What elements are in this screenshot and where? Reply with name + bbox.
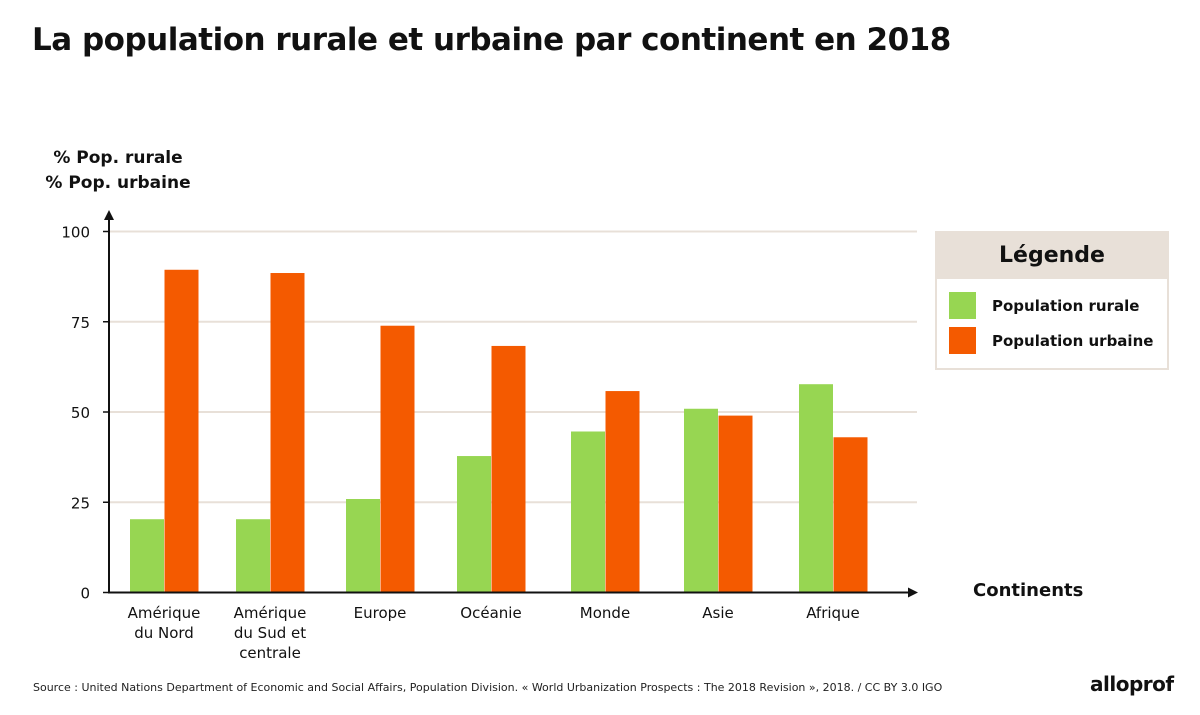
x-tick-label: du Sud et — [234, 624, 306, 642]
bar-rural — [236, 519, 270, 593]
bar-urban — [718, 415, 753, 593]
bar-rural — [130, 519, 164, 593]
y-tick-label: 0 — [80, 585, 90, 603]
bar-rural — [457, 456, 491, 593]
x-tick-label: Amérique — [128, 604, 201, 622]
bar-rural — [346, 499, 380, 593]
bar-urban — [164, 269, 199, 593]
bar-rural — [571, 431, 605, 593]
y-axis-arrow — [104, 210, 114, 220]
bar-rural — [799, 384, 833, 593]
bar-urban — [380, 325, 415, 593]
bar-urban — [605, 391, 640, 593]
x-tick-label: Europe — [354, 604, 407, 622]
y-tick-label: 50 — [71, 404, 90, 422]
bar-urban — [491, 345, 526, 593]
y-tick-label: 75 — [71, 314, 90, 332]
y-tick-label: 25 — [71, 494, 90, 512]
x-tick-label: Afrique — [806, 604, 860, 622]
x-tick-label: Océanie — [460, 604, 521, 622]
legend-label-rural: Population rurale — [992, 296, 1140, 315]
x-axis-label: Continents — [973, 580, 1084, 601]
bar-urban — [833, 437, 868, 593]
alloprof-logo: alloprof — [1090, 672, 1174, 696]
x-tick-label: du Nord — [134, 624, 194, 642]
x-tick-label: Monde — [580, 604, 630, 622]
legend-item-rural: Population rurale — [949, 292, 1139, 319]
x-axis-arrow — [908, 587, 918, 598]
chart-title: La population rurale et urbaine par cont… — [32, 22, 951, 58]
legend-item-urban: Population urbaine — [949, 327, 1153, 354]
bar-rural — [684, 408, 718, 593]
x-tick-label: Amérique — [234, 604, 307, 622]
y-axis-label-urban: % Pop. urbaine — [45, 173, 191, 193]
x-tick-label: centrale — [239, 644, 301, 662]
x-tick-label: Asie — [702, 604, 733, 622]
legend-label-urban: Population urbaine — [992, 331, 1154, 350]
legend-title: Légende — [937, 233, 1167, 279]
bar-urban — [270, 273, 305, 593]
y-axis-label-rural: % Pop. rurale — [53, 148, 183, 168]
legend: Légende Population rurale Population urb… — [935, 231, 1169, 370]
legend-swatch-rural — [949, 292, 976, 319]
legend-swatch-urban — [949, 327, 976, 354]
y-tick-label: 100 — [61, 224, 90, 242]
source-note: Source : United Nations Department of Ec… — [33, 681, 943, 694]
